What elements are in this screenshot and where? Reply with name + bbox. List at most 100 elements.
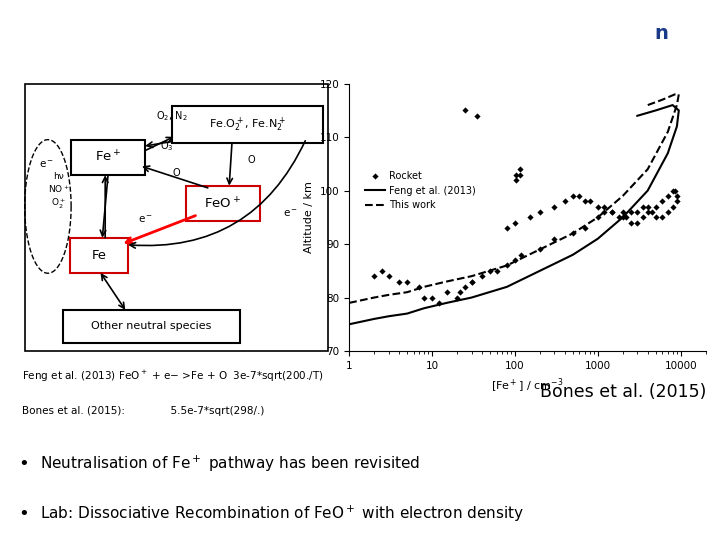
Y-axis label: Altitude / km: Altitude / km (304, 181, 314, 253)
Rocket (549, 234, 560, 243)
Rocket (559, 197, 570, 206)
Text: UNIVERSITY OF LEEDS: UNIVERSITY OF LEEDS (623, 58, 700, 64)
Feng et al. (2013) (668, 102, 677, 109)
Text: FeO$^+$: FeO$^+$ (204, 196, 241, 211)
Rocket (454, 288, 466, 296)
Rocket (401, 277, 413, 286)
Rocket (617, 213, 629, 221)
Rocket (613, 213, 625, 221)
Rocket (510, 170, 522, 179)
Rocket (501, 261, 513, 270)
Rocket (413, 282, 425, 291)
Feng et al. (2013) (384, 313, 393, 320)
Rocket (642, 202, 654, 211)
Rocket (592, 202, 603, 211)
Rocket (642, 208, 654, 217)
This work (402, 289, 411, 295)
FancyBboxPatch shape (71, 140, 145, 175)
This work (420, 284, 428, 290)
Rocket (637, 213, 649, 221)
FancyBboxPatch shape (630, 10, 691, 59)
Rocket (514, 165, 526, 173)
Rocket (426, 293, 438, 302)
Text: Other neutral species: Other neutral species (91, 321, 212, 332)
Text: •: • (18, 455, 29, 473)
Text: Neutralisation of Fe$^+$ pathway has been revisited: Neutralisation of Fe$^+$ pathway has bee… (40, 454, 420, 474)
This work (670, 91, 679, 98)
This work (442, 278, 451, 285)
Rocket (671, 192, 683, 200)
Rocket (662, 208, 674, 217)
This work (672, 102, 681, 109)
This work (675, 91, 683, 98)
Rocket (625, 218, 636, 227)
Rocket (598, 202, 610, 211)
Rocket (584, 197, 595, 206)
Rocket (491, 267, 503, 275)
Rocket (466, 277, 477, 286)
This work (658, 97, 667, 103)
Legend: Rocket, Feng et al. (2013), This work: Rocket, Feng et al. (2013), This work (361, 167, 480, 214)
Feng et al. (2013) (442, 300, 451, 306)
Rocket (579, 197, 590, 206)
This work (644, 102, 652, 109)
FancyBboxPatch shape (172, 106, 323, 143)
Text: e$^-$: e$^-$ (284, 208, 299, 219)
This work (536, 246, 544, 253)
Text: hν
NO$^+$
O$_2^+$: hν NO$^+$ O$_2^+$ (48, 172, 70, 211)
Feng et al. (2013) (672, 123, 681, 130)
Rocket (433, 299, 444, 307)
Text: O$_2$, N$_2$: O$_2$, N$_2$ (156, 109, 187, 123)
Feng et al. (2013) (420, 305, 428, 312)
Rocket (393, 277, 405, 286)
Feng et al. (2013) (675, 107, 683, 114)
Rocket (592, 213, 603, 221)
Rocket (574, 192, 585, 200)
Rocket (369, 272, 380, 280)
This work (384, 292, 393, 298)
Rocket (459, 106, 471, 115)
FancyBboxPatch shape (70, 238, 128, 273)
Feng et al. (2013) (593, 235, 602, 242)
Feng et al. (2013) (618, 214, 627, 220)
FancyBboxPatch shape (186, 186, 260, 221)
Rocket (631, 218, 643, 227)
Feng et al. (2013) (633, 112, 642, 119)
Text: Feng et al. (2013) FeO$^+$ + e$-$ >Fe + O  3e-7*sqrt(200./T): Feng et al. (2013) FeO$^+$ + e$-$ >Fe + … (22, 368, 323, 383)
Text: O$_3$: O$_3$ (161, 139, 174, 153)
Line: This work: This work (349, 94, 679, 303)
Text: •: • (18, 505, 29, 523)
Rocket (451, 293, 463, 302)
Text: Fe: Fe (91, 249, 107, 262)
Rocket (617, 208, 629, 217)
Feng et al. (2013) (467, 294, 476, 301)
This work (345, 300, 354, 306)
Feng et al. (2013) (370, 316, 379, 322)
Rocket (472, 111, 483, 120)
Rocket (534, 208, 546, 217)
Rocket (514, 170, 526, 179)
Rocket (667, 186, 678, 195)
Feng et al. (2013) (402, 310, 411, 317)
Feng et al. (2013) (536, 268, 544, 274)
Rocket (646, 208, 657, 217)
Text: Bones et al. (2015):              5.5e-7*sqrt(298/.): Bones et al. (2015): 5.5e-7*sqrt(298/.) (22, 406, 264, 416)
Rocket (662, 192, 674, 200)
Rocket (650, 202, 662, 211)
Rocket (516, 251, 527, 259)
Text: O: O (173, 168, 180, 178)
Rocket (631, 208, 643, 217)
Rocket (657, 213, 668, 221)
This work (644, 166, 652, 172)
FancyBboxPatch shape (24, 84, 328, 351)
Rocket (657, 197, 668, 206)
Rocket (485, 267, 496, 275)
Rocket (567, 192, 579, 200)
Rocket (671, 197, 683, 206)
Rocket (418, 293, 430, 302)
Rocket (509, 218, 521, 227)
Text: n: n (654, 24, 668, 43)
Rocket (637, 202, 649, 211)
This work (593, 214, 602, 220)
Rocket (441, 288, 452, 296)
